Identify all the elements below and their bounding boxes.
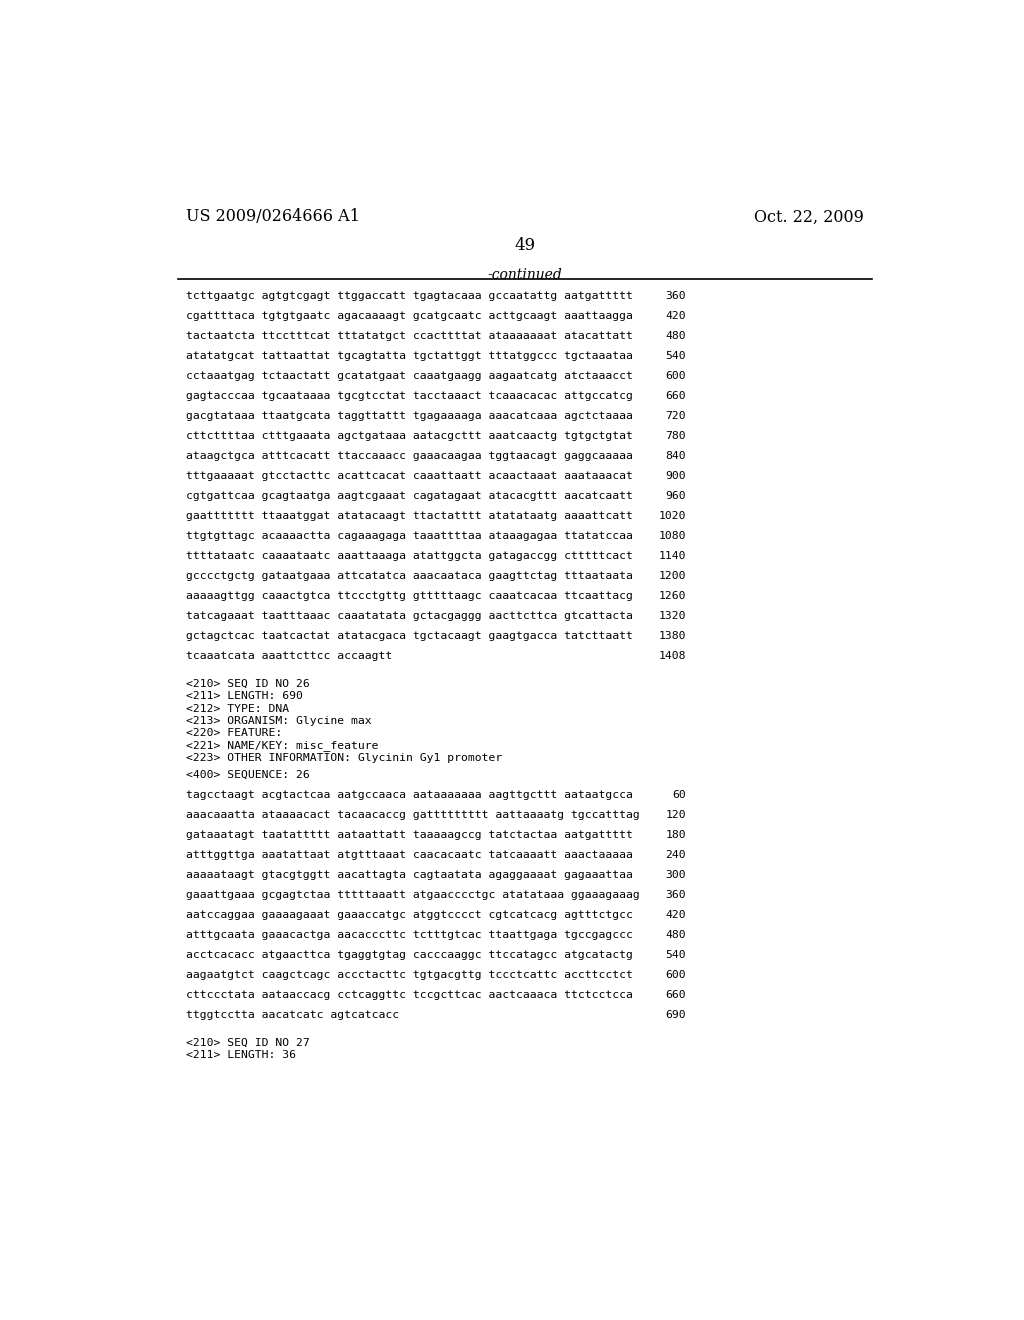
Text: <212> TYPE: DNA: <212> TYPE: DNA [186, 704, 289, 714]
Text: 1408: 1408 [658, 651, 686, 661]
Text: <400> SEQUENCE: 26: <400> SEQUENCE: 26 [186, 770, 310, 780]
Text: 360: 360 [666, 290, 686, 301]
Text: tcaaatcata aaattcttcc accaagtt: tcaaatcata aaattcttcc accaagtt [186, 651, 392, 661]
Text: gagtacccaa tgcaataaaa tgcgtcctat tacctaaact tcaaacacac attgccatcg: gagtacccaa tgcaataaaa tgcgtcctat tacctaa… [186, 391, 633, 401]
Text: 420: 420 [666, 312, 686, 321]
Text: 480: 480 [666, 331, 686, 341]
Text: 1320: 1320 [658, 611, 686, 622]
Text: 840: 840 [666, 451, 686, 461]
Text: aaaaataagt gtacgtggtt aacattagta cagtaatata agaggaaaat gagaaattaa: aaaaataagt gtacgtggtt aacattagta cagtaat… [186, 870, 633, 880]
Text: 960: 960 [666, 491, 686, 502]
Text: cttcttttaa ctttgaaata agctgataaa aatacgcttt aaatcaactg tgtgctgtat: cttcttttaa ctttgaaata agctgataaa aatacgc… [186, 430, 633, 441]
Text: <213> ORGANISM: Glycine max: <213> ORGANISM: Glycine max [186, 715, 372, 726]
Text: <220> FEATURE:: <220> FEATURE: [186, 729, 283, 738]
Text: US 2009/0264666 A1: US 2009/0264666 A1 [186, 209, 360, 226]
Text: 1260: 1260 [658, 591, 686, 601]
Text: 1080: 1080 [658, 531, 686, 541]
Text: acctcacacc atgaacttca tgaggtgtag cacccaaggc ttccatagcc atgcatactg: acctcacacc atgaacttca tgaggtgtag cacccaa… [186, 950, 633, 960]
Text: aaaaagttgg caaactgtca ttccctgttg gtttttaagc caaatcacaa ttcaattacg: aaaaagttgg caaactgtca ttccctgttg gttttta… [186, 591, 633, 601]
Text: cgtgattcaa gcagtaatga aagtcgaaat cagatagaat atacacgttt aacatcaatt: cgtgattcaa gcagtaatga aagtcgaaat cagatag… [186, 491, 633, 502]
Text: 300: 300 [666, 870, 686, 880]
Text: 540: 540 [666, 351, 686, 360]
Text: <223> OTHER INFORMATION: Glycinin Gy1 promoter: <223> OTHER INFORMATION: Glycinin Gy1 pr… [186, 752, 503, 763]
Text: tagcctaagt acgtactcaa aatgccaaca aataaaaaaa aagttgcttt aataatgcca: tagcctaagt acgtactcaa aatgccaaca aataaaa… [186, 789, 633, 800]
Text: 420: 420 [666, 909, 686, 920]
Text: 360: 360 [666, 890, 686, 900]
Text: ttggtcctta aacatcatc agtcatcacc: ttggtcctta aacatcatc agtcatcacc [186, 1010, 399, 1020]
Text: cctaaatgag tctaactatt gcatatgaat caaatgaagg aagaatcatg atctaaacct: cctaaatgag tctaactatt gcatatgaat caaatga… [186, 371, 633, 381]
Text: 1200: 1200 [658, 572, 686, 581]
Text: 600: 600 [666, 970, 686, 979]
Text: tatcagaaat taatttaaac caaatatata gctacgaggg aacttcttca gtcattacta: tatcagaaat taatttaaac caaatatata gctacga… [186, 611, 633, 622]
Text: gaaattgaaa gcgagtctaa tttttaaatt atgaacccctgc atatataaa ggaaagaaag: gaaattgaaa gcgagtctaa tttttaaatt atgaacc… [186, 890, 640, 900]
Text: gaattttttt ttaaatggat atatacaagt ttactatttt atatataatg aaaattcatt: gaattttttt ttaaatggat atatacaagt ttactat… [186, 511, 633, 521]
Text: 540: 540 [666, 950, 686, 960]
Text: aatccaggaa gaaaagaaat gaaaccatgc atggtcccct cgtcatcacg agtttctgcc: aatccaggaa gaaaagaaat gaaaccatgc atggtcc… [186, 909, 633, 920]
Text: 660: 660 [666, 391, 686, 401]
Text: -continued: -continued [487, 268, 562, 281]
Text: 1020: 1020 [658, 511, 686, 521]
Text: gacgtataaa ttaatgcata taggttattt tgagaaaaga aaacatcaaa agctctaaaa: gacgtataaa ttaatgcata taggttattt tgagaaa… [186, 411, 633, 421]
Text: 780: 780 [666, 430, 686, 441]
Text: 480: 480 [666, 929, 686, 940]
Text: 600: 600 [666, 371, 686, 381]
Text: gctagctcac taatcactat atatacgaca tgctacaagt gaagtgacca tatcttaatt: gctagctcac taatcactat atatacgaca tgctaca… [186, 631, 633, 642]
Text: cgattttaca tgtgtgaatc agacaaaagt gcatgcaatc acttgcaagt aaattaagga: cgattttaca tgtgtgaatc agacaaaagt gcatgca… [186, 312, 633, 321]
Text: 720: 720 [666, 411, 686, 421]
Text: gcccctgctg gataatgaaa attcatatca aaacaataca gaagttctag tttaataata: gcccctgctg gataatgaaa attcatatca aaacaat… [186, 572, 633, 581]
Text: atttggttga aaatattaat atgtttaaat caacacaatc tatcaaaatt aaactaaaaa: atttggttga aaatattaat atgtttaaat caacaca… [186, 850, 633, 859]
Text: atatatgcat tattaattat tgcagtatta tgctattggt tttatggccc tgctaaataa: atatatgcat tattaattat tgcagtatta tgctatt… [186, 351, 633, 360]
Text: cttccctata aataaccacg cctcaggttc tccgcttcac aactcaaaca ttctcctcca: cttccctata aataaccacg cctcaggttc tccgctt… [186, 990, 633, 1001]
Text: Oct. 22, 2009: Oct. 22, 2009 [755, 209, 864, 226]
Text: ataagctgca atttcacatt ttaccaaacc gaaacaagaa tggtaacagt gaggcaaaaa: ataagctgca atttcacatt ttaccaaacc gaaacaa… [186, 451, 633, 461]
Text: ttgtgttagc acaaaactta cagaaagaga taaattttaa ataaagagaa ttatatccaa: ttgtgttagc acaaaactta cagaaagaga taaattt… [186, 531, 633, 541]
Text: <211> LENGTH: 690: <211> LENGTH: 690 [186, 692, 303, 701]
Text: <210> SEQ ID NO 27: <210> SEQ ID NO 27 [186, 1038, 310, 1048]
Text: 60: 60 [672, 789, 686, 800]
Text: gataaatagt taatattttt aataattatt taaaaagccg tatctactaa aatgattttt: gataaatagt taatattttt aataattatt taaaaag… [186, 830, 633, 840]
Text: 180: 180 [666, 830, 686, 840]
Text: <210> SEQ ID NO 26: <210> SEQ ID NO 26 [186, 678, 310, 689]
Text: <221> NAME/KEY: misc_feature: <221> NAME/KEY: misc_feature [186, 741, 379, 751]
Text: 690: 690 [666, 1010, 686, 1020]
Text: aagaatgtct caagctcagc accctacttc tgtgacgttg tccctcattc accttcctct: aagaatgtct caagctcagc accctacttc tgtgacg… [186, 970, 633, 979]
Text: 240: 240 [666, 850, 686, 859]
Text: ttttataatc caaaataatc aaattaaaga atattggcta gatagaccgg ctttttcact: ttttataatc caaaataatc aaattaaaga atattgg… [186, 552, 633, 561]
Text: aaacaaatta ataaaacact tacaacaccg gattttttttt aattaaaatg tgccatttag: aaacaaatta ataaaacact tacaacaccg gattttt… [186, 810, 640, 820]
Text: tcttgaatgc agtgtcgagt ttggaccatt tgagtacaaa gccaatattg aatgattttt: tcttgaatgc agtgtcgagt ttggaccatt tgagtac… [186, 290, 633, 301]
Text: 660: 660 [666, 990, 686, 1001]
Text: 900: 900 [666, 471, 686, 480]
Text: 49: 49 [514, 238, 536, 253]
Text: tactaatcta ttcctttcat tttatatgct ccacttttat ataaaaaaat atacattatt: tactaatcta ttcctttcat tttatatgct ccacttt… [186, 331, 633, 341]
Text: <211> LENGTH: 36: <211> LENGTH: 36 [186, 1051, 296, 1060]
Text: 1140: 1140 [658, 552, 686, 561]
Text: atttgcaata gaaacactga aacacccttc tctttgtcac ttaattgaga tgccgagccc: atttgcaata gaaacactga aacacccttc tctttgt… [186, 929, 633, 940]
Text: 1380: 1380 [658, 631, 686, 642]
Text: tttgaaaaat gtcctacttc acattcacat caaattaatt acaactaaat aaataaacat: tttgaaaaat gtcctacttc acattcacat caaatta… [186, 471, 633, 480]
Text: 120: 120 [666, 810, 686, 820]
